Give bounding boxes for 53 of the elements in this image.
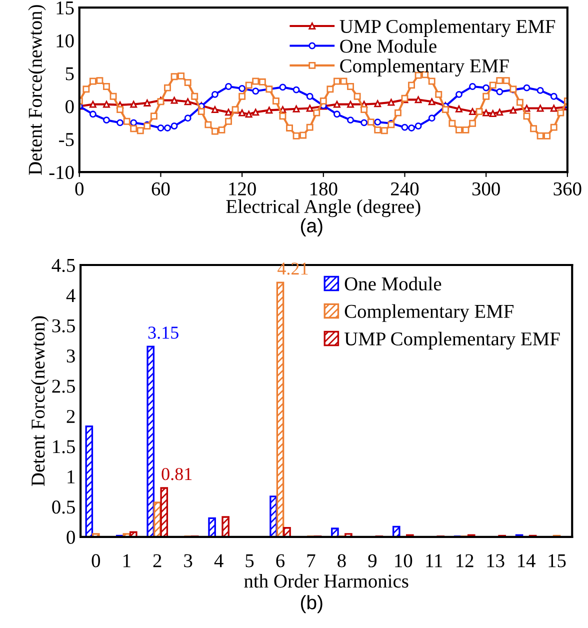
x-tick-label: 180 [310, 182, 338, 196]
x-tick-label: 360 [554, 182, 582, 196]
y-tick-label: 1 [68, 470, 75, 484]
y-tick-label: 10 [56, 34, 74, 48]
x-tick-label: 240 [391, 182, 419, 196]
x-tick-label: 0 [92, 554, 100, 568]
x-tick-label: 14 [518, 554, 536, 568]
text: (b) [300, 595, 322, 614]
y-tick-label: 0 [66, 100, 74, 114]
x-tick-label: 12 [456, 554, 474, 568]
x-tick-label: 7 [307, 554, 316, 568]
y-axis-title: Detent Force(newton) [28, 5, 46, 175]
x-tick-label: 8 [338, 554, 346, 568]
data-label: 0.81 [162, 468, 192, 480]
y-tick-label: 3.5 [52, 319, 75, 332]
x-tick-label: 11 [426, 554, 442, 568]
y-tick-label: 0 [66, 530, 75, 544]
y-tick-label: 4.5 [52, 258, 75, 272]
x-axis-title: Electrical Angle (degree) [226, 199, 420, 218]
y-tick-label: 5 [66, 67, 74, 80]
y-tick-label: -5 [59, 133, 74, 146]
x-tick-label: 13 [487, 554, 504, 568]
legend-label: UMP Complementary EMF [344, 332, 560, 350]
x-tick-label: 1 [123, 554, 130, 568]
x-axis-title: nth Order Harmonics [244, 574, 408, 588]
x-tick-label: 6 [276, 554, 285, 568]
x-tick-label: 3 [184, 554, 192, 568]
x-tick-label: 60 [152, 182, 170, 196]
legend-label: Complementary EMF [340, 58, 509, 76]
y-tick-label: 3 [66, 350, 75, 363]
y-tick-label: 4 [66, 289, 76, 302]
x-tick-label: 15 [548, 554, 566, 568]
y-axis-title: Detent Force(newton) [30, 316, 49, 486]
y-tick-label: 1.5 [53, 440, 75, 454]
legend-label: One Module [344, 276, 442, 290]
x-tick-label: 120 [229, 182, 256, 196]
x-tick-label: 9 [368, 554, 376, 568]
data-label: 4.21 [278, 262, 308, 275]
y-tick-label: -10 [49, 166, 74, 180]
x-tick-label: 300 [472, 182, 500, 196]
x-tick-label: 5 [246, 554, 254, 568]
legend-label: Complementary EMF [344, 304, 514, 322]
legend-label: UMP Complementary EMF [340, 19, 556, 38]
y-tick-label: 2.5 [52, 380, 75, 393]
x-tick-label: 2 [153, 554, 162, 568]
text: (a) [300, 218, 322, 236]
y-tick-label: 2 [66, 410, 75, 423]
legend-label: One Module [340, 39, 436, 53]
y-tick-label: 15 [56, 1, 74, 14]
x-tick-label: 4 [214, 554, 224, 568]
x-tick-label: 10 [395, 554, 412, 568]
data-label: 3.15 [148, 326, 178, 339]
y-tick-label: 0.5 [52, 500, 75, 514]
